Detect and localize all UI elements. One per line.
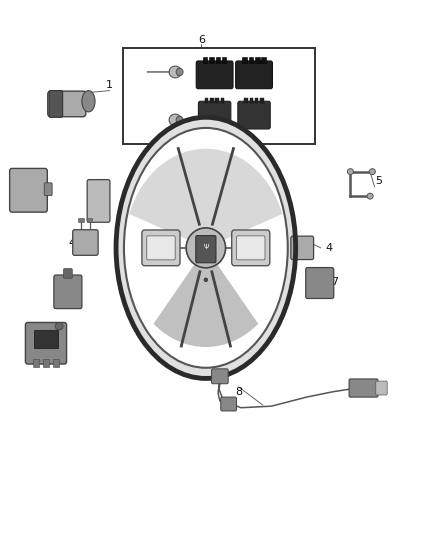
FancyBboxPatch shape [54,275,82,309]
Bar [249,56,253,63]
Ellipse shape [369,168,375,175]
Bar [260,98,264,103]
Text: 9: 9 [47,352,54,362]
Text: 8: 8 [235,387,242,397]
Bar [222,56,226,63]
FancyBboxPatch shape [142,230,180,265]
FancyBboxPatch shape [221,397,237,411]
Text: Ψ: Ψ [203,244,208,250]
Bar [255,56,260,63]
Bar [261,56,266,63]
Ellipse shape [116,117,296,378]
FancyBboxPatch shape [10,168,47,212]
FancyBboxPatch shape [349,379,378,397]
Bar [205,98,208,103]
Ellipse shape [367,193,373,199]
Bar [43,359,49,367]
Text: 3: 3 [95,198,102,207]
Ellipse shape [204,278,208,281]
Text: 5: 5 [375,176,382,186]
Bar [53,359,59,367]
FancyBboxPatch shape [48,91,86,117]
Bar [34,330,58,348]
Ellipse shape [176,68,183,76]
Text: 1: 1 [106,80,113,90]
Wedge shape [153,248,258,347]
FancyBboxPatch shape [49,91,63,117]
FancyBboxPatch shape [44,183,52,196]
Bar [215,98,219,103]
FancyBboxPatch shape [236,61,272,88]
FancyBboxPatch shape [238,101,270,129]
Bar [33,359,39,367]
FancyBboxPatch shape [212,369,228,384]
Ellipse shape [347,168,353,175]
Text: 2: 2 [25,187,32,197]
Ellipse shape [55,322,63,330]
Ellipse shape [169,114,181,126]
FancyBboxPatch shape [198,101,231,129]
FancyBboxPatch shape [376,381,387,395]
Bar [78,218,84,222]
Text: 6: 6 [198,35,205,45]
Bar [242,56,247,63]
FancyBboxPatch shape [25,322,67,364]
Bar [250,98,253,103]
Bar [221,98,224,103]
Bar [123,48,315,144]
Ellipse shape [186,228,226,268]
Bar [216,56,220,63]
Ellipse shape [82,91,95,112]
Text: 7: 7 [332,278,339,287]
Ellipse shape [169,66,181,78]
Ellipse shape [124,128,288,368]
FancyBboxPatch shape [196,236,216,263]
FancyBboxPatch shape [87,180,110,222]
Wedge shape [129,149,283,248]
Bar [244,98,248,103]
FancyBboxPatch shape [232,230,270,265]
FancyBboxPatch shape [64,269,72,278]
Text: 4: 4 [69,238,76,247]
FancyBboxPatch shape [237,236,265,260]
FancyBboxPatch shape [196,61,233,88]
Text: 4: 4 [325,243,332,253]
Bar [209,56,214,63]
Bar [203,56,207,63]
Bar [255,98,258,103]
FancyBboxPatch shape [147,236,175,260]
Bar [87,218,92,222]
Text: 7: 7 [62,286,69,295]
Ellipse shape [176,116,183,124]
FancyBboxPatch shape [306,268,334,298]
FancyBboxPatch shape [291,236,314,260]
FancyBboxPatch shape [73,230,98,255]
Bar [210,98,214,103]
